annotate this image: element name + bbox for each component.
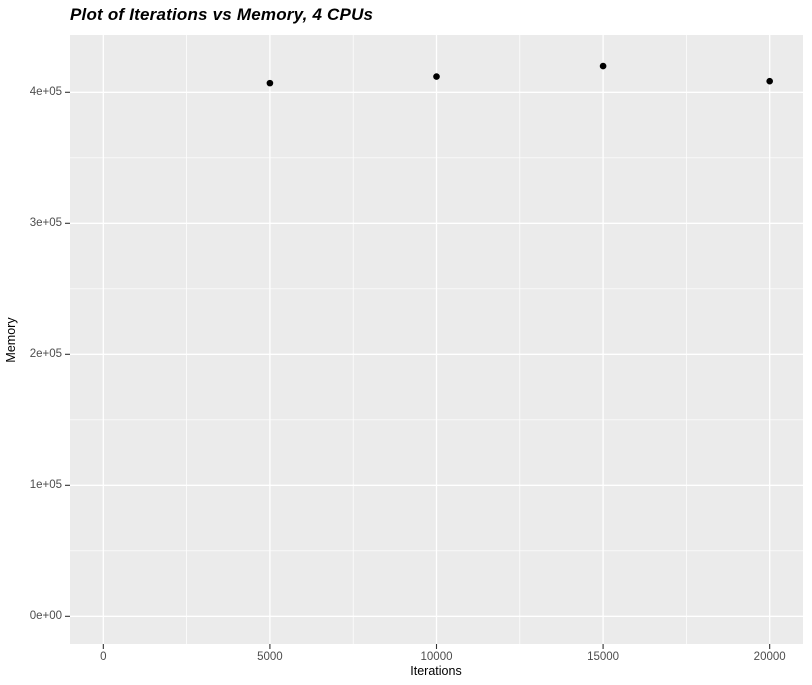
x-tick-label: 10000: [420, 651, 453, 663]
chart-title: Plot of Iterations vs Memory, 4 CPUs: [70, 5, 374, 24]
y-tick-label: 2e+05: [29, 348, 62, 361]
x-tick-label: 0: [100, 651, 107, 663]
x-axis-title: Iterations: [410, 664, 462, 678]
x-tick-label: 15000: [587, 651, 620, 663]
y-tick-label: 1e+05: [29, 479, 62, 492]
x-tick-label: 5000: [257, 651, 283, 663]
data-point: [266, 79, 274, 87]
y-tick-label: 0e+00: [29, 610, 62, 623]
data-point: [599, 62, 607, 70]
y-axis-title: Memory: [4, 317, 18, 363]
data-point: [766, 77, 773, 85]
y-tick-label: 4e+05: [29, 86, 62, 99]
data-point: [433, 73, 440, 80]
x-tick-label: 20000: [753, 651, 786, 663]
y-tick-label: 3e+05: [29, 217, 62, 230]
